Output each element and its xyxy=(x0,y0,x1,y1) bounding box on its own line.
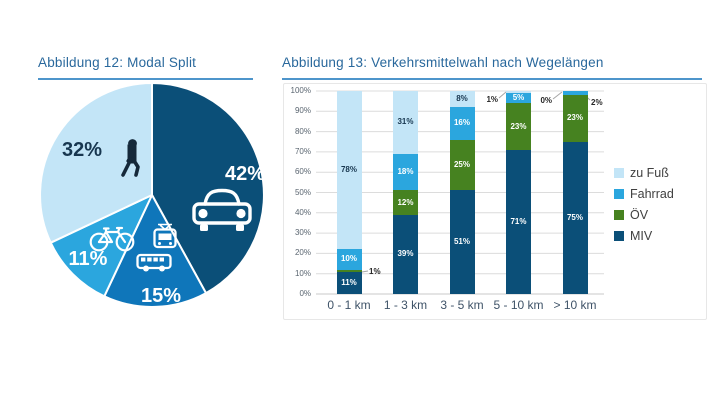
x-axis-category-label: 3 - 5 km xyxy=(440,298,484,312)
bar-callout-label: 1% xyxy=(486,95,498,104)
pie-slice-value-label: 15% xyxy=(141,285,181,307)
y-axis-tick-label: 10% xyxy=(294,268,311,278)
bar-callout-label: 2% xyxy=(591,98,603,107)
bar-segment-ÖV: 23% xyxy=(506,103,531,150)
bar-segment-value-label: 71% xyxy=(510,216,527,226)
y-axis-tick-label: 80% xyxy=(294,126,311,136)
bar-segment-value-label: 51% xyxy=(453,237,470,247)
bar-segment-value-label: 11% xyxy=(341,277,357,287)
bar-segment-ÖV: 25% xyxy=(449,139,475,191)
bar-segment-value-label: 75% xyxy=(566,212,583,222)
pie-slice-value-label: 11% xyxy=(69,248,108,270)
bar-segment-Fahrrad: 10% xyxy=(336,249,362,270)
bar-segment-Fahrrad: 18% xyxy=(393,153,418,191)
bar-segment-ÖV: 23% xyxy=(562,95,588,142)
legend-swatch-icon xyxy=(614,210,624,220)
pie-wedges xyxy=(39,82,265,308)
pie-slice-labels: 42% 15% 11% 32% xyxy=(62,139,265,307)
pie-slice-ÖV xyxy=(103,194,207,308)
bar-segment-value-label: 25% xyxy=(453,160,470,170)
y-axis-tick-label: 60% xyxy=(294,167,311,177)
bar-segment-ÖV: 12% xyxy=(393,190,418,215)
bar-segment-zu Fuß: 78% xyxy=(336,91,362,250)
legend-label: Fahrrad xyxy=(630,187,674,201)
bar-segment-Fahrrad: 5% xyxy=(506,93,531,104)
bar-segment-ÖV xyxy=(336,269,362,272)
pie-slice-zu Fuß xyxy=(39,82,153,244)
car-icon xyxy=(192,188,252,231)
bar-segment-Fahrrad xyxy=(562,91,588,96)
bar-segment-value-label: 23% xyxy=(510,121,527,131)
figure12-title: Abbildung 12: Modal Split xyxy=(38,55,253,80)
y-axis-tick-label: 40% xyxy=(294,207,311,217)
y-axis-tick-label: 0% xyxy=(299,289,311,298)
pedestrian-icon xyxy=(121,139,140,177)
bar-segment-value-label: 8% xyxy=(456,94,468,104)
pie-slice-Fahrrad xyxy=(49,194,153,298)
bar-segment-value-label: 5% xyxy=(512,93,525,103)
bar-segment-value-label: 12% xyxy=(397,197,414,207)
bar-segment-zu Fuß: 31% xyxy=(393,91,418,154)
bar-segment-value-label: 10% xyxy=(340,254,357,264)
bar-segment-value-label: 23% xyxy=(566,113,583,123)
bar-segment-MIV: 71% xyxy=(506,149,531,294)
bar-segment-MIV: 75% xyxy=(562,141,588,294)
bar-callout-label: 0% xyxy=(540,96,552,105)
bar-segment-MIV: 51% xyxy=(449,190,475,294)
legend-swatch-icon xyxy=(614,189,624,199)
bar-segment-MIV: 11% xyxy=(336,271,362,294)
bar-segment-value-label: 78% xyxy=(340,165,357,175)
bar-chart-area: 0% 10% 20% 30% 40% 50% 60% 70% 80% 90% 100% 11% 1% 10… xyxy=(283,83,707,320)
y-axis-tick-label: 90% xyxy=(294,106,311,116)
train-bus-icon xyxy=(136,223,177,272)
legend-label: zu Fuß xyxy=(630,166,669,180)
bar-segment-value-label: 18% xyxy=(397,167,414,177)
bar-segment-MIV: 39% xyxy=(393,214,418,294)
pie-slice-MIV xyxy=(151,82,265,295)
y-axis-tick-label: 70% xyxy=(294,146,311,156)
legend-swatch-icon xyxy=(614,231,624,241)
x-axis-category-label: 5 - 10 km xyxy=(493,298,544,312)
x-axis-category-label: 0 - 1 km xyxy=(327,298,371,312)
x-axis-category-label: 1 - 3 km xyxy=(383,298,428,312)
legend-label: ÖV xyxy=(630,208,649,222)
y-axis-tick-label: 30% xyxy=(294,228,311,238)
y-axis-tick-label: 20% xyxy=(294,248,311,258)
bar-segment-zu Fuß xyxy=(506,91,531,94)
bar-segment-value-label: 31% xyxy=(397,117,414,127)
x-axis-category-label: > 10 km xyxy=(553,298,597,312)
legend-label: MIV xyxy=(630,229,653,243)
figure13-title: Abbildung 13: Verkehrsmittelwahl nach We… xyxy=(282,55,702,80)
y-axis-tick-label: 100% xyxy=(290,86,311,95)
pie-slice-value-label: 32% xyxy=(62,139,102,161)
bar-callout-label: 1% xyxy=(369,267,381,276)
bar-segment-value-label: 39% xyxy=(397,249,414,259)
bar-segment-zu Fuß: 8% xyxy=(449,91,475,108)
modal-split-pie-chart: 42% 15% 11% 32% xyxy=(39,82,265,308)
bar-segment-value-label: 16% xyxy=(453,118,470,128)
bar-segment-Fahrrad: 16% xyxy=(449,107,475,140)
pie-slice-value-label: 42% xyxy=(225,163,265,185)
legend-swatch-icon xyxy=(614,168,624,178)
y-axis-tick-label: 50% xyxy=(294,187,311,197)
bicycle-icon xyxy=(89,226,135,252)
